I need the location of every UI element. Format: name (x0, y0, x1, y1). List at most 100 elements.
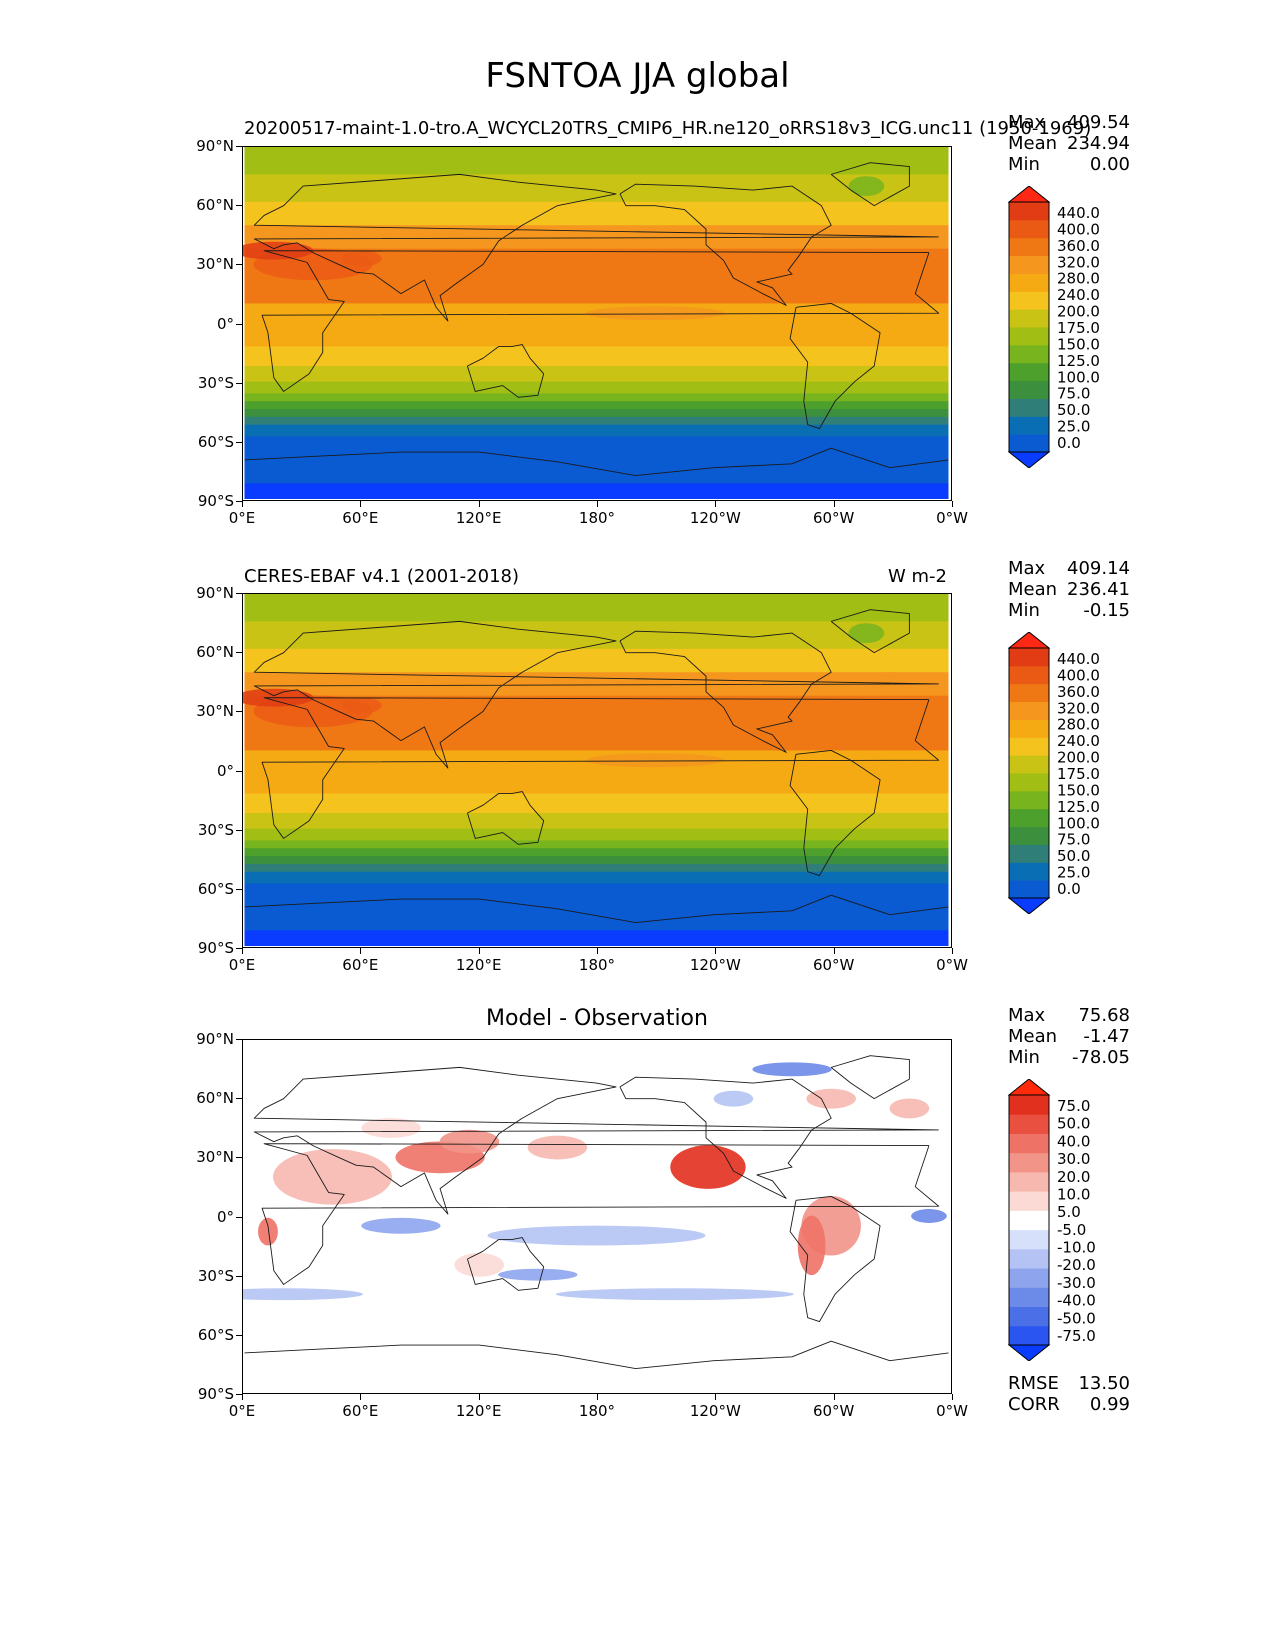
lon-tick-label: 120°W (689, 1402, 741, 1420)
lat-tick-mark (236, 888, 242, 890)
stat-min-value: -78.05 (1071, 1047, 1130, 1068)
lat-tick-mark (236, 1394, 242, 1395)
lon-tick-label: 120°W (689, 509, 741, 527)
lon-tick-mark (952, 1394, 953, 1400)
colorbar-tick-label: 400.0 (1057, 666, 1100, 684)
colorbar-tick-label: 75.0 (1057, 1097, 1090, 1115)
stat-mean-value: 236.41 (1067, 579, 1130, 600)
colorbar-tick-label: 30.0 (1057, 1150, 1090, 1168)
lon-tick-mark (833, 1394, 835, 1400)
colorbar-tick-label: 150.0 (1057, 781, 1100, 799)
colorbar-tick-label: 360.0 (1057, 237, 1100, 255)
lon-tick-label: 0°W (936, 1402, 968, 1420)
corr-label: CORR (1008, 1394, 1060, 1415)
lat-tick-label: 90°S (197, 1385, 234, 1403)
colorbar-tick-label: 280.0 (1057, 270, 1100, 288)
panel2-colorbar: 440.0 400.0 360.0 320.0 280.0 240.0 200.0 175.0… (1008, 632, 1128, 914)
stat-max-label: Max (1008, 558, 1046, 579)
lat-tick-label: 0° (216, 314, 234, 333)
lon-tick-mark (242, 948, 243, 954)
lat-tick-mark (236, 770, 242, 772)
lat-tick-mark (236, 264, 242, 266)
lat-tick-label: 30°N (196, 1148, 234, 1167)
rmse-value: 13.50 (1078, 1373, 1130, 1394)
colorbar-tick-label: 360.0 (1057, 683, 1100, 701)
lon-tick-mark (833, 948, 835, 954)
stat-max-label: Max (1008, 112, 1046, 133)
colorbar-tick-label: 200.0 (1057, 749, 1100, 767)
lon-tick-label: 0°E (228, 956, 256, 974)
panel2-title: CERES-EBAF v4.1 (2001-2018) (244, 566, 520, 587)
stat-max-value: 409.54 (1067, 112, 1130, 133)
colorbar-tick-label: 280.0 (1057, 716, 1100, 734)
lat-tick-mark (236, 593, 242, 594)
lon-tick-label: 180° (578, 509, 616, 527)
colorbar-tick-label: 40.0 (1057, 1132, 1090, 1150)
panel3-title: Model - Observation (486, 1006, 708, 1031)
colorbar-tick-label: -75.0 (1057, 1327, 1096, 1345)
lon-tick-label: 180° (578, 956, 616, 974)
lat-tick-label: 30°S (197, 820, 234, 839)
lat-tick-label: 30°N (196, 702, 234, 721)
colorbar-tick-label: -10.0 (1057, 1239, 1096, 1257)
lon-tick-label: 60°E (342, 1402, 379, 1420)
lat-tick-mark (236, 829, 242, 831)
colorbar-tick-label: -40.0 (1057, 1292, 1096, 1310)
colorbar-tick-label: 440.0 (1057, 204, 1100, 222)
lon-tick-label: 60°W (812, 1402, 855, 1420)
colorbar-tick-label: 100.0 (1057, 814, 1100, 832)
lat-tick-mark (236, 501, 242, 502)
lat-tick-mark (236, 1098, 242, 1100)
colorbar-tick-label: 125.0 (1057, 352, 1100, 370)
colorbar-tick-label: 240.0 (1057, 286, 1100, 304)
colorbar-tick-label: -20.0 (1057, 1256, 1096, 1274)
colorbar-tick-label: 0.0 (1057, 434, 1081, 452)
colorbar-tick-label: 50.0 (1057, 847, 1090, 865)
lat-tick-mark (236, 323, 242, 325)
colorbar-tick-label: 150.0 (1057, 335, 1100, 353)
lon-tick-mark (597, 501, 598, 507)
stat-min-value: -0.15 (1083, 600, 1130, 621)
lat-tick-mark (236, 1157, 242, 1159)
stat-mean-label: Mean (1008, 579, 1058, 600)
lat-tick-label: 90°S (197, 492, 234, 510)
lon-tick-mark (597, 1394, 598, 1400)
lat-tick-label: 90°N (196, 137, 234, 155)
stat-min-label: Min (1008, 1047, 1040, 1068)
colorbar-tick-label: 0.0 (1057, 880, 1081, 898)
lon-tick-label: 0°E (228, 509, 256, 527)
lat-tick-label: 60°S (197, 432, 234, 451)
lat-tick-label: 60°N (196, 1089, 234, 1108)
panel1-map (242, 146, 952, 501)
lat-tick-label: 30°N (196, 255, 234, 274)
panel3-colorbar: 75.0 50.0 40.0 30.0 20.0 10.0 5.0 -5.0 -10.0 -20.… (1008, 1079, 1128, 1361)
colorbar-tick-label: 200.0 (1057, 303, 1100, 321)
colorbar-tick-label: 440.0 (1057, 650, 1100, 668)
lat-tick-label: 60°N (196, 196, 234, 215)
colorbar-tick-label: 100.0 (1057, 368, 1100, 386)
lon-tick-mark (715, 501, 717, 507)
lat-tick-label: 30°S (197, 373, 234, 392)
lon-tick-label: 120°E (455, 1402, 502, 1420)
colorbar-tick-label: 50.0 (1057, 401, 1090, 419)
colorbar-tick-label: 75.0 (1057, 385, 1090, 403)
lon-tick-mark (715, 948, 717, 954)
lon-tick-label: 60°E (342, 509, 379, 527)
panel2-units: W m-2 (888, 566, 948, 587)
lat-tick-mark (236, 1216, 242, 1218)
lon-tick-mark (715, 1394, 717, 1400)
lon-tick-label: 0°W (936, 956, 968, 974)
rmse-label: RMSE (1008, 1373, 1059, 1394)
lon-tick-mark (833, 501, 835, 507)
stat-mean-value: 234.94 (1067, 133, 1130, 154)
lat-tick-label: 0° (216, 761, 234, 780)
lat-tick-label: 60°N (196, 643, 234, 662)
stat-max-label: Max (1008, 1005, 1046, 1026)
stat-min-label: Min (1008, 154, 1040, 175)
lon-tick-mark (952, 501, 953, 507)
lon-tick-label: 120°E (455, 509, 502, 527)
colorbar-tick-label: 10.0 (1057, 1185, 1090, 1203)
stat-min-value: 0.00 (1089, 154, 1130, 175)
lon-tick-mark (952, 948, 953, 954)
colorbar-tick-label: 25.0 (1057, 418, 1090, 436)
